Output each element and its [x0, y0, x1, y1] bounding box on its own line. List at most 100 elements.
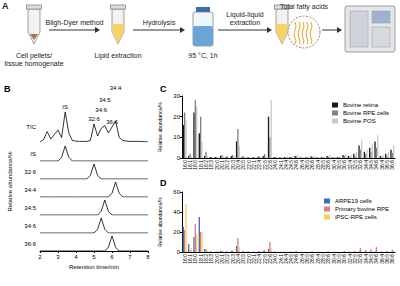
- svg-text:5: 5: [92, 254, 96, 260]
- svg-text:18:1: 18:1: [197, 254, 204, 264]
- svg-text:30:6: 30:6: [341, 160, 348, 170]
- svg-text:Relative abundance/%: Relative abundance/%: [7, 151, 13, 212]
- svg-text:20:0: 20:0: [213, 160, 220, 170]
- svg-text:34:5: 34:5: [24, 205, 36, 211]
- svg-text:32:5: 32:5: [352, 160, 359, 170]
- svg-text:iPSC-RPE cells: iPSC-RPE cells: [335, 214, 377, 220]
- svg-text:D: D: [160, 178, 167, 188]
- svg-text:28:6: 28:6: [325, 160, 332, 170]
- svg-text:IS: IS: [30, 151, 36, 157]
- svg-text:34:6: 34:6: [24, 223, 36, 229]
- svg-text:extraction: extraction: [230, 19, 260, 26]
- svg-text:34:4: 34:4: [362, 160, 369, 170]
- svg-text:34:4: 34:4: [24, 187, 36, 193]
- svg-text:26:4: 26:4: [298, 160, 305, 170]
- svg-text:0: 0: [177, 249, 181, 255]
- svg-text:Bovine POS: Bovine POS: [343, 118, 376, 124]
- svg-text:tissue homogenate: tissue homogenate: [4, 60, 63, 68]
- svg-text:20:2: 20:2: [224, 160, 231, 170]
- svg-text:32:6: 32:6: [24, 169, 36, 175]
- svg-text:Relative abundance/%: Relative abundance/%: [157, 196, 163, 247]
- svg-text:60: 60: [173, 189, 180, 195]
- svg-text:Bovine RPE cells: Bovine RPE cells: [343, 110, 389, 116]
- svg-text:20:4: 20:4: [234, 254, 241, 264]
- svg-text:IS: IS: [62, 104, 68, 110]
- svg-text:20:0: 20:0: [213, 254, 220, 264]
- svg-text:2: 2: [38, 254, 42, 260]
- svg-text:TIC: TIC: [26, 124, 36, 130]
- svg-text:20:1: 20:1: [218, 160, 225, 170]
- svg-text:20:1: 20:1: [218, 254, 225, 264]
- svg-text:Cell pellets/: Cell pellets/: [16, 52, 52, 60]
- svg-text:20:3: 20:3: [229, 160, 236, 170]
- svg-text:22:0: 22:0: [245, 254, 252, 264]
- svg-text:18:0: 18:0: [192, 160, 199, 170]
- svg-text:26:6: 26:6: [309, 160, 316, 170]
- svg-text:22:5: 22:5: [261, 160, 268, 170]
- svg-text:20: 20: [173, 114, 180, 120]
- svg-text:32:6: 32:6: [357, 160, 364, 170]
- svg-text:A: A: [2, 1, 9, 11]
- svg-text:Relative abundance/%: Relative abundance/%: [157, 101, 163, 152]
- svg-text:18:0: 18:0: [192, 254, 199, 264]
- svg-text:24:1: 24:1: [277, 160, 284, 170]
- svg-text:22:1: 22:1: [250, 160, 257, 170]
- svg-text:Total fatty acids: Total fatty acids: [280, 3, 329, 11]
- svg-text:16:0: 16:0: [181, 160, 188, 170]
- svg-text:ARPE19 cells: ARPE19 cells: [335, 198, 372, 204]
- svg-text:20:2: 20:2: [224, 254, 231, 264]
- svg-text:18:1: 18:1: [197, 160, 204, 170]
- svg-text:24:0: 24:0: [272, 160, 279, 170]
- svg-text:C: C: [160, 84, 167, 94]
- svg-text:32:6: 32:6: [88, 116, 100, 122]
- svg-text:95 °C, 1h: 95 °C, 1h: [188, 52, 217, 59]
- svg-text:Hydrolysis: Hydrolysis: [143, 19, 176, 27]
- svg-text:22:4: 22:4: [256, 254, 263, 264]
- svg-text:20:5: 20:5: [240, 254, 247, 264]
- svg-text:18:3: 18:3: [208, 254, 215, 264]
- svg-text:34:5: 34:5: [99, 97, 111, 103]
- svg-text:4: 4: [74, 254, 78, 260]
- svg-text:Liquid-liquid: Liquid-liquid: [226, 11, 263, 19]
- svg-text:30:4: 30:4: [330, 160, 337, 170]
- svg-text:22:4: 22:4: [256, 160, 263, 170]
- svg-text:18:3: 18:3: [208, 160, 215, 170]
- svg-text:34:4: 34:4: [110, 85, 122, 91]
- svg-text:16:0: 16:0: [181, 254, 188, 264]
- svg-text:36:6: 36:6: [389, 160, 395, 170]
- svg-text:22:6: 22:6: [266, 160, 273, 170]
- svg-text:24:4: 24:4: [282, 160, 289, 170]
- svg-text:24:6: 24:6: [293, 160, 300, 170]
- svg-text:Lipid extraction: Lipid extraction: [94, 52, 141, 60]
- svg-text:Bligh-Dyer method: Bligh-Dyer method: [46, 19, 104, 27]
- svg-text:26:5: 26:5: [304, 160, 311, 170]
- svg-text:20:4: 20:4: [234, 160, 241, 170]
- svg-text:32:4: 32:4: [346, 160, 353, 170]
- svg-text:8: 8: [146, 254, 150, 260]
- svg-text:10: 10: [173, 134, 180, 140]
- svg-text:40: 40: [173, 209, 180, 215]
- svg-text:30:5: 30:5: [336, 160, 343, 170]
- svg-text:28:4: 28:4: [314, 160, 321, 170]
- svg-text:20:3: 20:3: [229, 254, 236, 264]
- svg-text:3: 3: [56, 254, 60, 260]
- svg-text:22:0: 22:0: [245, 160, 252, 170]
- svg-text:24:5: 24:5: [288, 160, 295, 170]
- svg-text:B: B: [4, 84, 11, 94]
- svg-text:36:6: 36:6: [24, 241, 36, 247]
- svg-text:6: 6: [110, 254, 114, 260]
- svg-text:34:6: 34:6: [95, 107, 107, 113]
- svg-text:28:5: 28:5: [320, 160, 327, 170]
- svg-text:20:5: 20:5: [240, 160, 247, 170]
- svg-text:Primary bovine RPE: Primary bovine RPE: [335, 206, 389, 212]
- svg-text:0: 0: [177, 155, 181, 161]
- svg-text:20: 20: [173, 229, 180, 235]
- svg-text:30: 30: [173, 93, 180, 99]
- svg-text:36:6: 36:6: [389, 254, 395, 264]
- svg-text:7: 7: [128, 254, 132, 260]
- svg-text:22:1: 22:1: [250, 254, 257, 264]
- svg-text:34:6: 34:6: [373, 160, 380, 170]
- svg-text:Bovine retina: Bovine retina: [343, 102, 379, 108]
- svg-text:Retention time/min: Retention time/min: [69, 264, 119, 270]
- svg-text:36:4: 36:4: [378, 160, 385, 170]
